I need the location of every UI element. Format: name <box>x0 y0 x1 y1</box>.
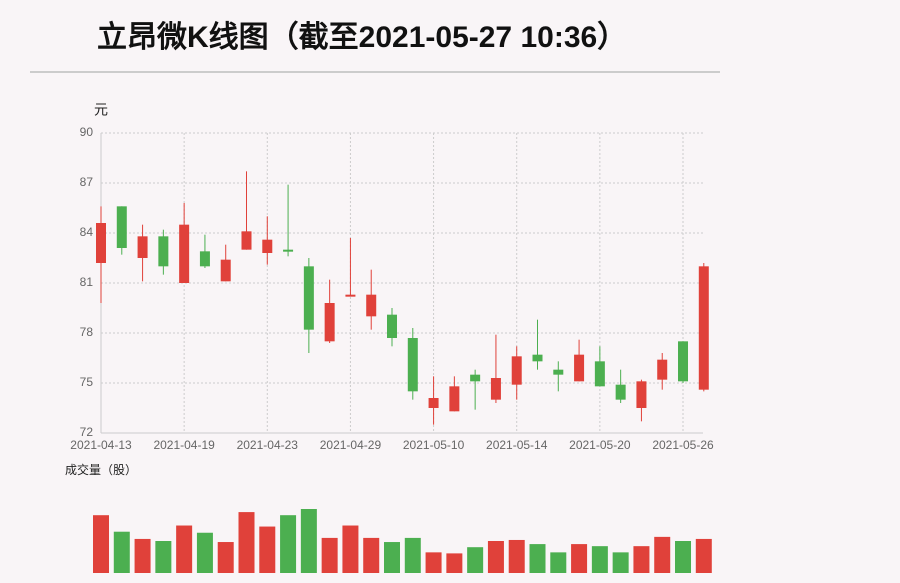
candle-body <box>407 338 418 392</box>
volume-bar <box>467 547 484 573</box>
candle-body <box>678 341 689 382</box>
volume-bar <box>342 525 359 573</box>
volume-bar <box>300 509 317 573</box>
volume-bar <box>654 536 671 573</box>
volume-bar <box>384 542 401 573</box>
y-tick-label: 84 <box>80 225 94 239</box>
candle-body <box>574 354 585 382</box>
candle-body <box>428 398 439 408</box>
candle-body <box>387 314 398 338</box>
volume-bar <box>404 537 421 573</box>
volume-bar <box>321 537 338 573</box>
volume-bar <box>134 538 151 573</box>
x-tick-label: 2021-04-13 <box>70 438 132 452</box>
x-tick-label: 2021-05-20 <box>569 438 631 452</box>
x-tick-label: 2021-05-14 <box>486 438 548 452</box>
x-tick-label: 2021-04-19 <box>153 438 215 452</box>
candle-body <box>179 224 190 283</box>
volume-bar <box>571 544 588 573</box>
x-tick-label: 2021-04-23 <box>237 438 299 452</box>
y-tick-label: 72 <box>80 425 94 439</box>
volume-bar <box>425 552 442 573</box>
volume-bar <box>487 541 504 573</box>
volume-bar <box>633 546 650 573</box>
chart-title: 立昂微K线图（截至2021-05-27 10:36） <box>97 20 627 54</box>
y-tick-label: 78 <box>80 325 94 339</box>
volume-bar <box>196 532 213 573</box>
candle-body <box>657 359 668 380</box>
x-tick-label: 2021-05-26 <box>652 438 714 452</box>
y-tick-label: 75 <box>80 375 94 389</box>
candle-body <box>262 239 273 253</box>
volume-bar <box>113 531 130 573</box>
candle-body <box>615 384 626 400</box>
candle-body <box>594 361 605 387</box>
candle-body <box>241 231 252 250</box>
candle-body <box>303 266 314 330</box>
candle-body <box>532 354 543 362</box>
candle-body <box>511 356 522 385</box>
candle-body <box>137 236 148 258</box>
x-tick-label: 2021-04-29 <box>320 438 382 452</box>
y-tick-label: 87 <box>80 175 94 189</box>
volume-bar <box>591 546 608 573</box>
y-tick-label: 90 <box>80 125 94 139</box>
volume-bar <box>529 544 546 573</box>
candle-body <box>490 378 501 400</box>
candle-body <box>698 266 709 390</box>
volume-bar <box>217 542 234 573</box>
volume-bar <box>238 512 255 573</box>
volume-label: 成交量（股） <box>65 462 137 477</box>
candle-body <box>220 259 231 282</box>
candle-body <box>345 294 356 297</box>
candle-body <box>96 223 106 263</box>
volume-bar <box>675 541 692 573</box>
volume-bar <box>280 515 297 573</box>
volume-bar <box>93 515 109 573</box>
volume-bar <box>446 553 463 573</box>
candle-body <box>553 369 564 375</box>
candle-body <box>283 249 294 252</box>
y-axis-label: 元 <box>94 102 108 118</box>
candle-body <box>199 251 210 267</box>
candle-body <box>636 381 647 408</box>
volume-bar <box>612 552 629 573</box>
volume-bar <box>363 537 380 573</box>
candle-body <box>449 386 460 412</box>
candle-body <box>366 294 377 317</box>
volume-bar <box>176 525 193 573</box>
volume-bar <box>508 539 525 573</box>
candle-body <box>116 206 127 248</box>
candle-body <box>324 303 335 342</box>
y-tick-label: 81 <box>80 275 94 289</box>
candle-body <box>158 236 169 267</box>
volume-bar <box>695 538 712 573</box>
volume-bar <box>259 526 276 573</box>
volume-bar <box>550 552 567 573</box>
candle-body <box>470 374 481 382</box>
x-tick-label: 2021-05-10 <box>403 438 465 452</box>
volume-bar <box>155 541 172 573</box>
